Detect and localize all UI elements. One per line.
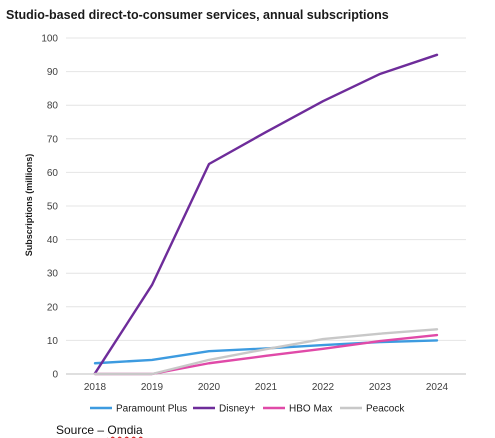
- x-tick-label: 2019: [141, 382, 164, 393]
- legend: Paramount Plus Disney+ HBO Max Peacock: [90, 404, 405, 415]
- y-axis: 0 10 20 30 40 50 60 70 80 90 100: [41, 34, 58, 381]
- series-line-paramount-plus: [93, 339, 439, 365]
- x-tick-label: 2022: [312, 382, 335, 393]
- series-line-peacock: [93, 328, 439, 376]
- x-axis: 2018 2019 2020 2021 2022 2023 2024: [84, 382, 449, 393]
- y-tick-label: 10: [47, 336, 59, 347]
- legend-label: Disney+: [219, 404, 256, 415]
- chart-title: Studio-based direct-to-consumer services…: [6, 8, 389, 22]
- x-tick-label: 2023: [369, 382, 392, 393]
- y-tick-label: 100: [41, 34, 58, 45]
- y-tick-label: 50: [47, 202, 59, 213]
- y-axis-label: Subscriptions (millions): [24, 154, 34, 257]
- source-prefix: Source –: [56, 423, 108, 437]
- y-tick-label: 30: [47, 269, 59, 280]
- source-brand: Omdia: [107, 423, 143, 437]
- y-tick-label: 0: [52, 370, 58, 381]
- legend-label: Paramount Plus: [116, 404, 187, 415]
- source-note: Source – Omdia: [56, 423, 143, 437]
- y-tick-label: 90: [47, 67, 59, 78]
- y-tick-label: 80: [47, 101, 59, 112]
- y-tick-label: 70: [47, 134, 59, 145]
- legend-label: Peacock: [366, 404, 405, 415]
- series-lines: [93, 53, 439, 376]
- x-tick-label: 2020: [198, 382, 221, 393]
- x-tick-label: 2018: [84, 382, 107, 393]
- x-tick-label: 2024: [426, 382, 449, 393]
- x-tick-label: 2021: [255, 382, 278, 393]
- legend-label: HBO Max: [289, 404, 332, 415]
- series-line-disney: [93, 53, 439, 375]
- y-tick-label: 20: [47, 302, 59, 313]
- y-tick-label: 60: [47, 168, 59, 179]
- y-tick-label: 40: [47, 235, 59, 246]
- gridlines: [66, 37, 466, 375]
